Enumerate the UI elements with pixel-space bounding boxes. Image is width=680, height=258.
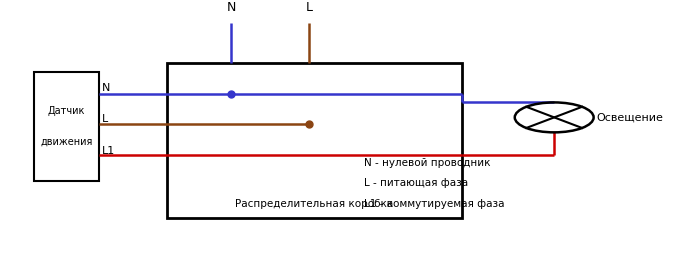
Text: L: L [102, 114, 108, 124]
Text: Датчик: Датчик [48, 106, 85, 116]
Text: L: L [306, 1, 313, 14]
Text: L1 - коммутируемая фаза: L1 - коммутируемая фаза [364, 199, 505, 209]
Text: L1: L1 [102, 146, 115, 156]
Text: Распределительная коробка: Распределительная коробка [235, 199, 394, 209]
Text: L - питающая фаза: L - питающая фаза [364, 178, 468, 188]
Text: N: N [102, 83, 110, 93]
Text: N: N [226, 1, 236, 14]
Text: Освещение: Освещение [596, 112, 663, 122]
Text: N - нулевой проводник: N - нулевой проводник [364, 158, 490, 167]
Text: движения: движения [40, 137, 92, 147]
